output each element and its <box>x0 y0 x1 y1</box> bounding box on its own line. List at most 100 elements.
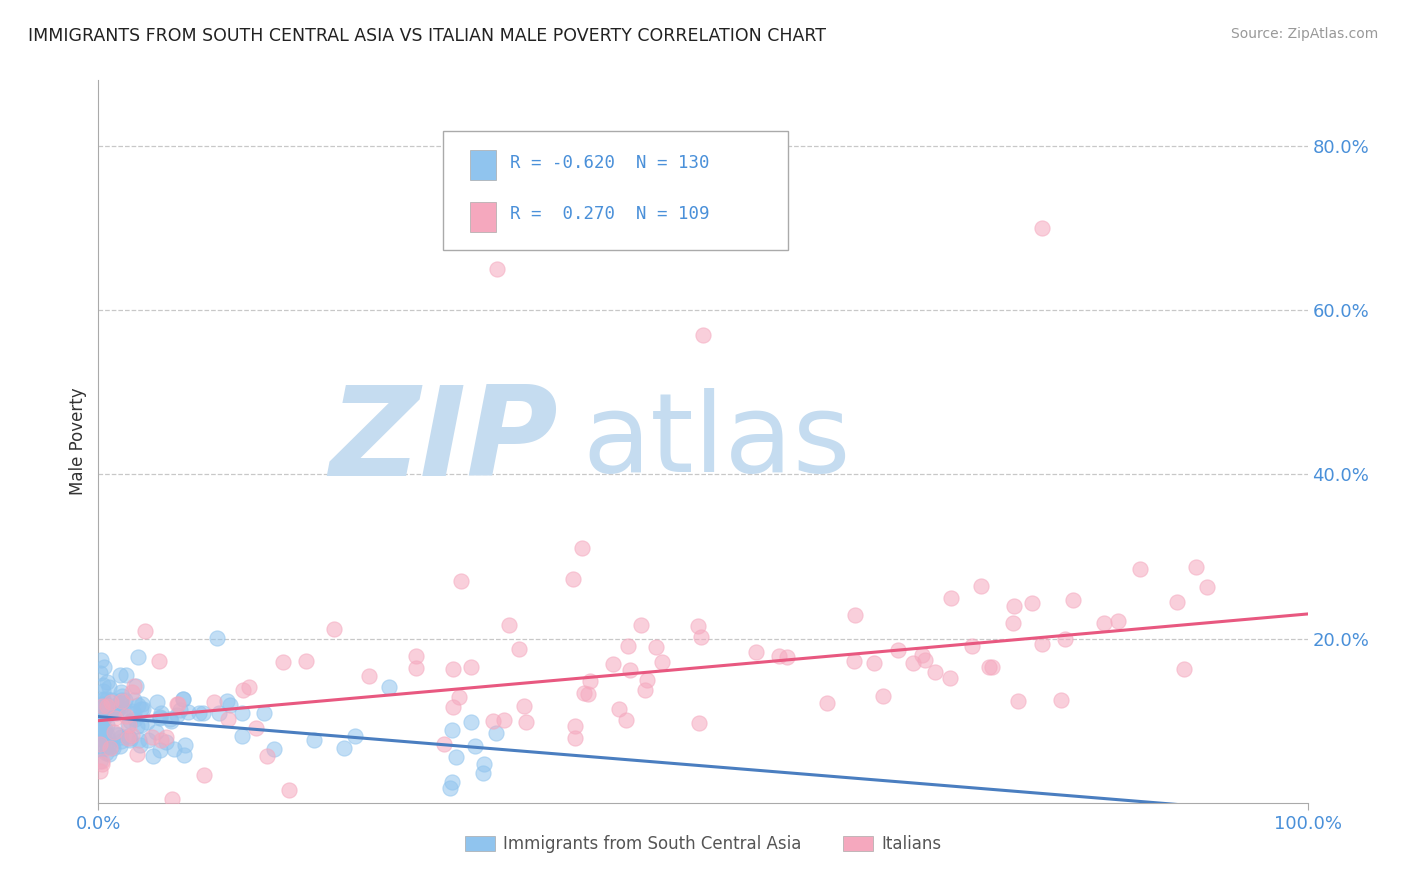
Point <box>1053 632 1076 646</box>
Point <box>432 737 454 751</box>
Point <box>689 630 711 644</box>
Point <box>104 704 127 718</box>
Point <box>745 645 768 659</box>
Point <box>1195 580 1218 594</box>
Point <box>149 733 172 747</box>
Point <box>115 709 138 723</box>
Point <box>89 719 111 733</box>
Point <box>122 679 145 693</box>
Point <box>513 698 536 713</box>
Point <box>977 660 1000 674</box>
Point <box>872 689 894 703</box>
Point <box>208 706 231 721</box>
Point <box>173 748 195 763</box>
Point <box>460 660 482 674</box>
Point <box>105 706 128 720</box>
Point <box>1002 599 1025 613</box>
Point <box>96 699 118 714</box>
Point <box>492 714 515 728</box>
Point <box>121 728 143 742</box>
Point <box>111 702 134 716</box>
Point <box>193 706 215 721</box>
Point <box>103 725 125 739</box>
Point <box>253 706 276 720</box>
Point <box>651 655 673 669</box>
Point <box>166 707 188 722</box>
Point <box>91 703 114 717</box>
Point <box>486 262 509 277</box>
Point <box>441 662 464 676</box>
Point <box>482 714 505 728</box>
Point <box>100 695 122 709</box>
Text: R = -0.620  N = 130: R = -0.620 N = 130 <box>509 154 709 172</box>
Point <box>89 742 111 756</box>
Y-axis label: Male Poverty: Male Poverty <box>69 388 87 495</box>
Point <box>91 742 114 756</box>
Point <box>103 698 125 713</box>
Point <box>1092 616 1115 631</box>
Point <box>167 697 190 711</box>
Point <box>614 714 637 728</box>
Point <box>91 754 114 768</box>
Point <box>91 711 114 725</box>
Point <box>110 734 132 748</box>
Point <box>101 739 124 754</box>
Point <box>98 706 121 721</box>
Point <box>93 659 115 673</box>
Point <box>471 765 494 780</box>
Point <box>110 700 132 714</box>
Point <box>90 710 112 724</box>
Point <box>127 650 149 665</box>
Point <box>607 702 630 716</box>
Point <box>169 703 191 717</box>
Point <box>136 715 159 730</box>
Point <box>150 706 173 720</box>
Point <box>444 749 467 764</box>
Point <box>94 746 117 760</box>
Point <box>464 739 486 753</box>
Point <box>108 668 131 682</box>
Point <box>970 579 993 593</box>
Point <box>89 717 111 731</box>
Point <box>89 666 111 681</box>
Point <box>472 757 495 772</box>
Point <box>887 643 910 657</box>
Point <box>692 327 714 342</box>
Point <box>160 714 183 729</box>
Point <box>1173 662 1195 676</box>
Point <box>117 731 139 745</box>
Point <box>125 719 148 733</box>
Point <box>160 791 183 805</box>
Point <box>104 703 127 717</box>
Point <box>485 726 508 740</box>
Point <box>844 608 866 623</box>
Point <box>938 671 960 685</box>
Point <box>110 685 132 699</box>
Point <box>149 743 172 757</box>
Point <box>128 732 150 747</box>
Point <box>439 781 461 796</box>
Point <box>94 708 117 723</box>
Point <box>91 692 114 706</box>
Point <box>132 702 155 716</box>
Bar <box>470 202 496 233</box>
Point <box>110 696 132 710</box>
Point <box>90 699 112 714</box>
Point <box>322 623 344 637</box>
Point <box>172 692 194 706</box>
Point <box>91 678 114 692</box>
Point <box>124 712 146 726</box>
Point <box>564 719 586 733</box>
Point <box>619 663 641 677</box>
Point <box>134 624 156 639</box>
Point <box>118 717 141 731</box>
Text: IMMIGRANTS FROM SOUTH CENTRAL ASIA VS ITALIAN MALE POVERTY CORRELATION CHART: IMMIGRANTS FROM SOUTH CENTRAL ASIA VS IT… <box>28 27 827 45</box>
Point <box>245 722 267 736</box>
Point <box>97 739 120 753</box>
Point <box>148 654 170 668</box>
Point <box>127 698 149 713</box>
Point <box>110 731 132 745</box>
Point <box>105 727 128 741</box>
Point <box>776 649 799 664</box>
Point <box>155 731 177 745</box>
